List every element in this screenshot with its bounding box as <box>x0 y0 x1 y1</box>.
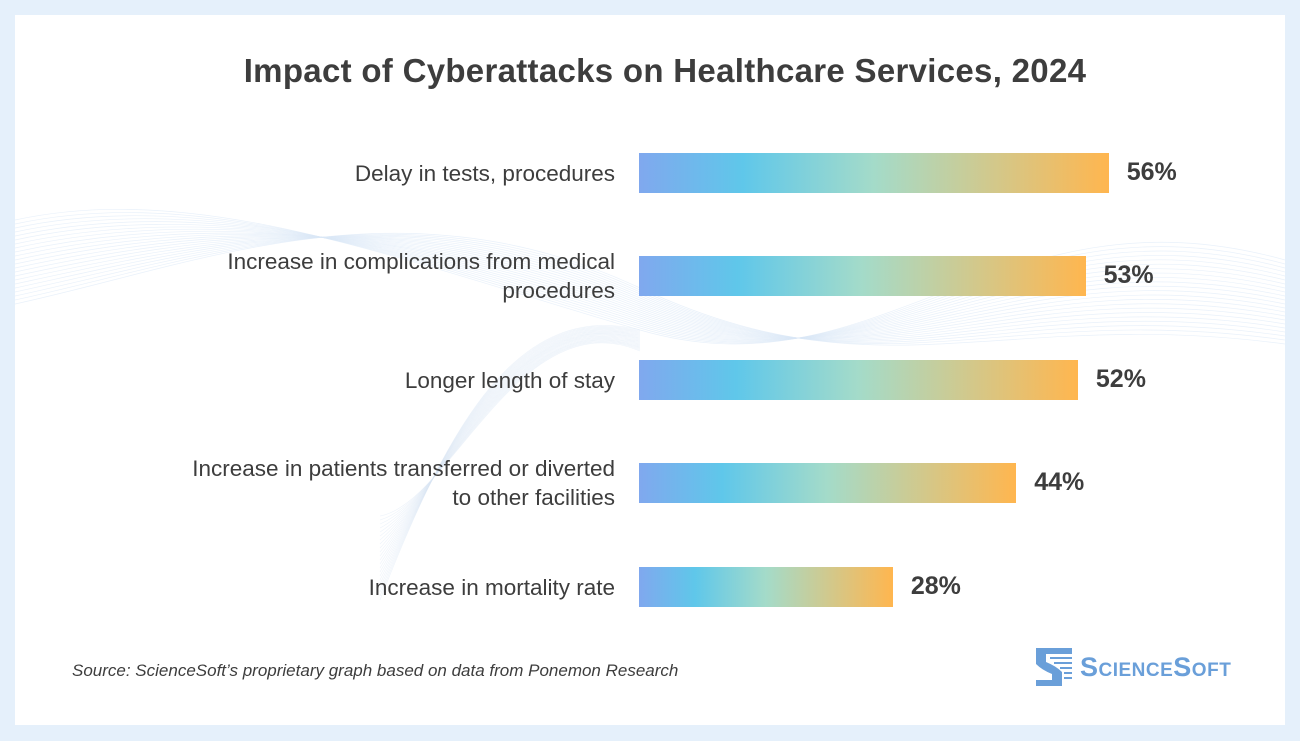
value-label: 44% <box>1034 468 1085 496</box>
category-label: Increase in complications from medical pr… <box>75 247 615 305</box>
logo-text: ScienceSoft <box>1080 651 1232 682</box>
category-label-line: to other facilities <box>452 485 615 510</box>
category-label: Delay in tests, procedures <box>75 159 615 188</box>
bar <box>639 256 1086 296</box>
value-label: 52% <box>1095 365 1146 393</box>
value-label: 56% <box>1126 158 1177 186</box>
category-label-line: procedures <box>502 278 615 303</box>
category-label: Increase in patients transferred or dive… <box>75 454 615 512</box>
bar <box>639 153 1109 193</box>
source-note: Source: ScienceSoft’s proprietary graph … <box>72 661 679 680</box>
category-label: Longer length of stay <box>75 366 615 395</box>
value-label: 53% <box>1103 261 1154 289</box>
bar <box>639 567 893 607</box>
category-label-line: Delay in tests, procedures <box>354 160 615 186</box>
logo-icon <box>1036 648 1072 686</box>
chart-title: Impact of Cyberattacks on Healthcare Ser… <box>243 52 1087 89</box>
value-label: 28% <box>910 572 961 600</box>
category-label-line: Increase in complications from medical <box>227 249 615 274</box>
sciencesoft-logo: ScienceSoft <box>1036 648 1231 686</box>
bar <box>639 360 1078 400</box>
category-label-line: Increase in mortality rate <box>368 574 615 600</box>
category-label: Increase in mortality rate <box>75 573 615 602</box>
category-label-line: Increase in patients transferred or dive… <box>192 456 615 481</box>
bar <box>639 463 1017 503</box>
category-label-line: Longer length of stay <box>404 367 615 393</box>
